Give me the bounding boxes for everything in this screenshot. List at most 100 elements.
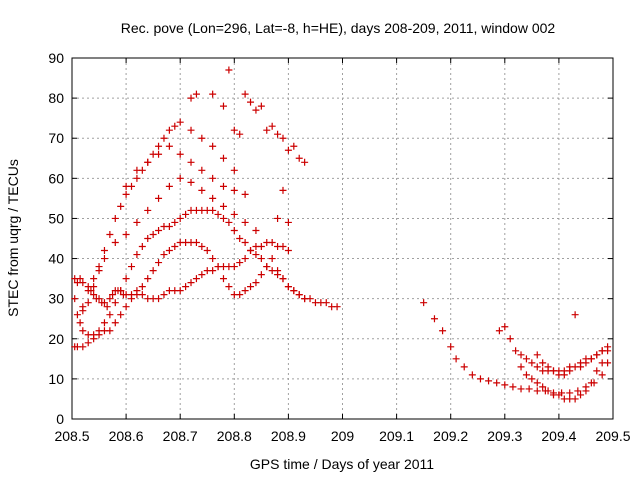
data-point — [219, 275, 227, 283]
data-point — [284, 218, 292, 226]
data-point — [198, 134, 206, 142]
data-point — [587, 355, 595, 363]
data-point — [555, 391, 563, 399]
data-point — [79, 327, 87, 335]
data-point — [187, 126, 195, 134]
data-point — [241, 255, 249, 263]
data-point — [79, 303, 87, 311]
data-point — [225, 283, 233, 291]
y-tick-label: 80 — [48, 90, 64, 106]
data-point — [84, 287, 92, 295]
data-point — [209, 255, 217, 263]
data-point — [577, 363, 585, 371]
data-point — [587, 379, 595, 387]
x-tick-label: 209.5 — [595, 428, 630, 444]
data-point — [268, 255, 276, 263]
data-point — [522, 371, 530, 379]
data-point — [501, 323, 509, 331]
data-point — [236, 130, 244, 138]
data-point — [539, 383, 547, 391]
data-point — [165, 222, 173, 230]
data-point — [485, 377, 493, 385]
data-point — [176, 118, 184, 126]
data-point — [198, 166, 206, 174]
data-point — [574, 387, 582, 395]
data-point — [76, 319, 84, 327]
data-point — [111, 299, 119, 307]
data-point — [144, 206, 152, 214]
data-point — [528, 375, 536, 383]
data-point — [144, 158, 152, 166]
data-point — [236, 235, 244, 242]
data-point — [160, 291, 168, 299]
data-point — [284, 283, 292, 291]
data-point — [522, 355, 530, 363]
data-point — [247, 283, 255, 291]
data-point — [155, 150, 163, 158]
data-point — [187, 178, 195, 186]
data-point — [192, 275, 200, 283]
data-point — [111, 239, 119, 247]
data-point — [209, 174, 217, 182]
data-point — [133, 218, 141, 226]
data-point — [279, 134, 287, 142]
x-tick-label: 209.2 — [433, 428, 468, 444]
data-point — [533, 387, 541, 395]
grid-layer — [72, 58, 613, 419]
data-point — [593, 351, 601, 359]
data-point — [90, 283, 98, 291]
data-point — [566, 367, 574, 375]
y-axis-label: STEC from uqrg / TECUs — [5, 159, 21, 317]
y-tick-label: 40 — [48, 251, 64, 267]
data-point — [176, 287, 184, 295]
data-point — [187, 158, 195, 166]
data-point — [209, 90, 217, 98]
data-point — [106, 295, 114, 303]
x-tick-label: 209.1 — [379, 428, 414, 444]
data-point — [106, 327, 114, 335]
data-point — [100, 247, 108, 255]
data-point — [230, 126, 238, 134]
data-point — [301, 295, 309, 303]
data-point — [279, 243, 287, 251]
data-point — [187, 94, 195, 102]
data-point — [263, 126, 271, 134]
data-point — [95, 295, 103, 303]
data-point — [209, 267, 217, 275]
data-point — [165, 142, 173, 150]
data-point — [476, 375, 484, 383]
data-point — [128, 263, 136, 271]
data-point — [528, 359, 536, 367]
data-point — [582, 359, 590, 367]
data-point — [571, 311, 579, 319]
data-point — [252, 106, 260, 114]
data-point — [257, 102, 265, 110]
data-point — [90, 335, 98, 343]
data-point — [117, 311, 125, 319]
data-point — [149, 230, 157, 238]
data-point — [138, 243, 146, 251]
data-point — [525, 385, 533, 393]
x-tick-label: 209.4 — [541, 428, 576, 444]
x-tick-label: 208.9 — [271, 428, 306, 444]
data-point — [598, 359, 606, 367]
data-point — [241, 190, 249, 198]
y-tick-label: 70 — [48, 130, 64, 146]
data-point — [198, 243, 206, 251]
y-tick-label: 20 — [48, 331, 64, 347]
data-point — [144, 275, 152, 283]
data-point — [517, 385, 525, 393]
data-point — [230, 210, 238, 218]
data-point — [192, 90, 200, 98]
data-point — [247, 98, 255, 106]
data-point — [512, 347, 520, 355]
data-point — [582, 387, 590, 395]
data-point — [128, 295, 136, 303]
data-point — [214, 263, 222, 271]
data-point — [73, 311, 81, 319]
data-point — [122, 303, 130, 311]
data-point — [138, 291, 146, 299]
data-point — [90, 291, 98, 299]
data-point — [219, 182, 227, 190]
